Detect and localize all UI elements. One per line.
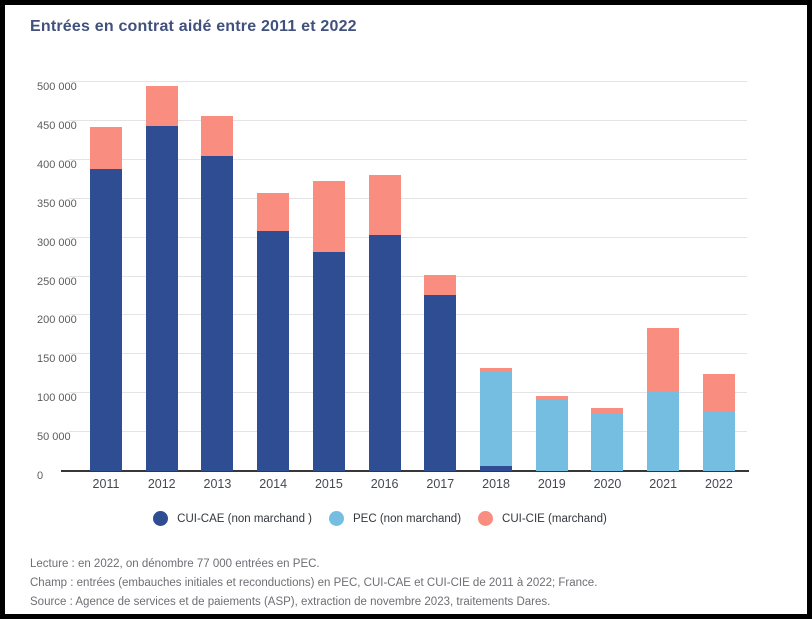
bar-segment-2012-cui-cie [145, 85, 178, 127]
legend-marker-cui-cie-icon [478, 511, 494, 526]
bar-segment-2022-cui-cie [702, 373, 735, 412]
y-tick-label-350000: 350 000 [37, 197, 77, 210]
bar-segment-2019-cui-cie [535, 396, 568, 401]
x-tick-label-2022: 2022 [705, 477, 733, 491]
bar-segment-2018-cui-cie [480, 368, 513, 373]
gridline-100000 [69, 392, 747, 394]
bar-segment-2015-cui-cie [312, 180, 345, 253]
bar-segment-2015-cui-cae [312, 252, 345, 471]
gridline-150000 [69, 353, 747, 355]
gridline-500000 [69, 81, 747, 82]
gridline-450000 [69, 119, 747, 121]
y-tick-label-400000: 400 000 [37, 158, 77, 171]
x-tick-label-2021: 2021 [649, 477, 678, 491]
bar-segment-2022-pec [702, 411, 735, 471]
note-lecture: Lecture : en 2022, on dénombre 77 000 en… [30, 558, 320, 570]
bar-segment-2014-cui-cie [257, 192, 290, 231]
y-tick-label-300000: 300 000 [37, 236, 77, 249]
x-tick-label-2019: 2019 [537, 477, 566, 491]
bar-segment-2019-pec [535, 400, 568, 471]
x-tick-label-2013: 2013 [203, 477, 232, 491]
x-tick-label-2015: 2015 [314, 477, 343, 491]
chart-notes: Lecture : en 2022, on dénombre 77 000 en… [30, 555, 787, 612]
y-tick-label-50000: 50 000 [37, 431, 71, 444]
x-axis-line [61, 470, 749, 472]
bar-segment-2017-cui-cie [424, 274, 457, 296]
bar-segment-2014-cui-cae [257, 230, 290, 471]
bar-segment-2018-pec [480, 372, 513, 466]
bar-segment-2021-pec [647, 391, 680, 471]
bar-segment-2020-pec [591, 413, 624, 471]
y-tick-label-250000: 250 000 [37, 275, 77, 288]
gridline-50000 [69, 431, 747, 433]
bar-segment-2018-cui-cae [480, 465, 513, 471]
x-tick-label-2014: 2014 [259, 477, 288, 491]
x-tick-label-2018: 2018 [482, 477, 510, 491]
y-tick-label-100000: 100 000 [37, 392, 77, 405]
gridline-350000 [69, 197, 747, 199]
x-tick-label-2011: 2011 [92, 477, 120, 491]
gridline-300000 [69, 236, 747, 238]
x-tick-label-2017: 2017 [426, 477, 455, 491]
legend-label-cui-cae: CUI-CAE (non marchand ) [177, 512, 312, 525]
y-tick-label-450000: 450 000 [37, 119, 77, 132]
legend-marker-pec-icon [329, 511, 344, 526]
x-tick-label-2016: 2016 [370, 477, 399, 491]
gridline-200000 [69, 314, 747, 316]
gridline-250000 [69, 275, 747, 277]
bar-segment-2011-cui-cie [90, 127, 122, 170]
legend-label-pec: PEC (non marchand) [353, 512, 462, 525]
bar-segment-2021-cui-cie [647, 327, 680, 392]
bar-segment-2011-cui-cae [90, 169, 122, 471]
bar-segment-2013-cui-cie [201, 116, 234, 156]
y-tick-label-0: 0 [37, 470, 44, 482]
bar-segment-2020-cui-cie [591, 408, 624, 414]
y-tick-label-150000: 150 000 [37, 353, 77, 366]
note-champ: Champ : entrées (embauches initiales et … [30, 577, 598, 589]
bar-segment-2013-cui-cae [201, 155, 234, 471]
legend: CUI-CAE (non marchand ) PEC (non marchan… [5, 511, 755, 526]
x-tick-label-2020: 2020 [593, 477, 622, 491]
y-tick-label-500000: 500 000 [37, 81, 77, 93]
bar-segment-2017-cui-cae [424, 295, 457, 471]
chart-title: Entrées en contrat aidé entre 2011 et 20… [30, 18, 357, 35]
legend-label-cui-cie: CUI-CIE (marchand) [502, 512, 607, 525]
gridline-400000 [69, 158, 747, 160]
bar-segment-2016-cui-cae [368, 235, 401, 471]
legend-item-cui-cae: CUI-CAE (non marchand ) [153, 511, 312, 526]
bar-segment-2012-cui-cae [145, 126, 178, 471]
legend-item-pec: PEC (non marchand) [329, 511, 461, 526]
legend-item-cui-cie: CUI-CIE (marchand) [478, 511, 607, 526]
note-source: Source : Agence de services et de paieme… [30, 596, 551, 608]
x-tick-label-2012: 2012 [147, 477, 176, 491]
y-tick-label-200000: 200 000 [37, 314, 77, 327]
plot-area: 0 50 000 100 000 150 000 200 000 250 000 300 0… [37, 81, 749, 491]
bar-segment-2016-cui-cie [368, 174, 401, 236]
legend-marker-cui-cae-icon [153, 511, 169, 526]
